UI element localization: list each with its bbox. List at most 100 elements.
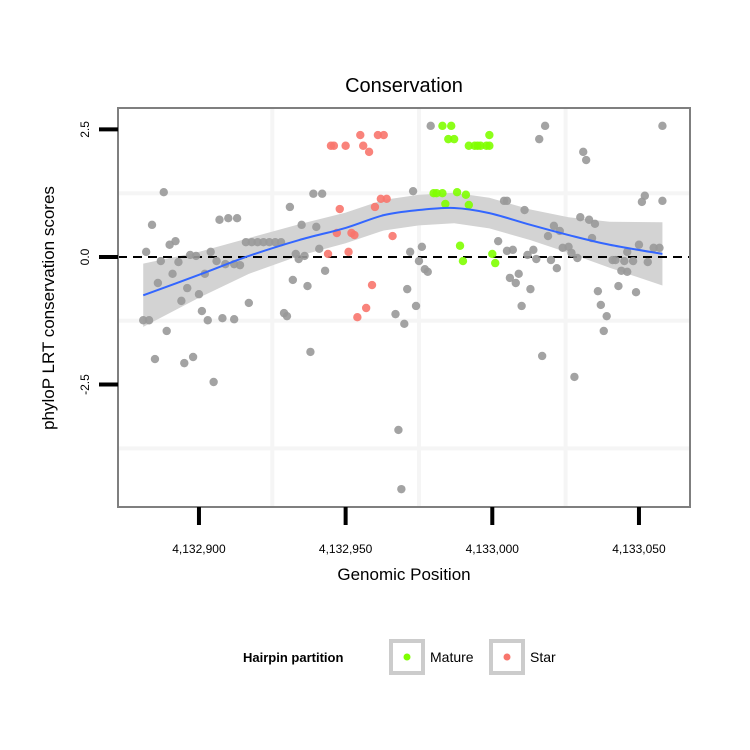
point-other bbox=[259, 237, 268, 247]
point-mature bbox=[464, 141, 474, 150]
point-other bbox=[623, 267, 632, 276]
point-other bbox=[174, 257, 183, 267]
point-other bbox=[658, 121, 667, 131]
legend-key-mature bbox=[403, 653, 411, 661]
smooth-line bbox=[142, 206, 663, 297]
point-other bbox=[532, 254, 541, 264]
point-other bbox=[584, 215, 594, 224]
x-tick-label: 4,133,000 bbox=[466, 542, 520, 556]
point-star bbox=[341, 141, 350, 150]
point-other bbox=[602, 311, 611, 321]
loess-curve bbox=[142, 206, 663, 297]
point-mature bbox=[441, 199, 450, 209]
point-other bbox=[408, 186, 418, 196]
point-other bbox=[391, 309, 400, 319]
point-star bbox=[353, 312, 362, 322]
point-star bbox=[388, 231, 397, 241]
x-axis: 4,132,900 4,132,950 4,133,000 4,133,050 bbox=[172, 507, 666, 556]
point-mature bbox=[432, 189, 441, 198]
point-other bbox=[505, 273, 515, 283]
point-other bbox=[244, 298, 254, 308]
x-axis-label: Genomic Position bbox=[337, 565, 470, 584]
legend-key-star bbox=[503, 653, 511, 661]
plot-panel bbox=[118, 108, 690, 507]
point-star bbox=[335, 204, 344, 214]
point-other bbox=[400, 319, 409, 329]
point-mature bbox=[452, 187, 462, 197]
point-other bbox=[320, 266, 330, 275]
point-other bbox=[309, 189, 318, 198]
point-other bbox=[417, 242, 427, 251]
point-other bbox=[141, 247, 151, 257]
point-other bbox=[224, 214, 233, 223]
point-star bbox=[379, 130, 388, 140]
point-other bbox=[153, 278, 163, 288]
point-star bbox=[361, 303, 371, 313]
point-other bbox=[191, 251, 201, 261]
point-other bbox=[520, 205, 529, 215]
point-mature bbox=[449, 134, 459, 144]
point-other bbox=[218, 314, 227, 323]
point-mature bbox=[461, 190, 471, 199]
point-other bbox=[426, 121, 435, 131]
point-other bbox=[394, 425, 403, 435]
point-other bbox=[265, 237, 274, 247]
y-axis-label: phyloP LRT conservation scores bbox=[39, 186, 58, 430]
point-mature bbox=[444, 134, 453, 144]
point-other bbox=[194, 290, 204, 299]
point-other bbox=[306, 347, 315, 357]
point-other bbox=[165, 240, 174, 249]
point-other bbox=[206, 247, 215, 257]
point-other bbox=[159, 187, 168, 197]
point-other bbox=[203, 316, 212, 325]
point-other bbox=[150, 354, 160, 364]
point-other bbox=[643, 257, 652, 267]
point-other bbox=[637, 197, 647, 207]
point-other bbox=[552, 264, 562, 273]
point-other bbox=[526, 284, 535, 294]
point-other bbox=[423, 267, 432, 276]
point-other bbox=[593, 286, 603, 296]
point-other bbox=[312, 222, 321, 232]
point-star bbox=[367, 280, 377, 290]
point-star bbox=[359, 141, 368, 150]
point-mature bbox=[485, 141, 494, 150]
point-star bbox=[376, 194, 386, 204]
legend-item-star[interactable]: Star bbox=[489, 639, 556, 675]
legend-item-mature[interactable]: Mature bbox=[389, 639, 474, 675]
point-mature bbox=[476, 141, 485, 150]
point-mature bbox=[455, 241, 465, 250]
y-tick-label: -2.5 bbox=[78, 374, 92, 395]
x-tick-label: 4,133,050 bbox=[612, 542, 666, 556]
point-other bbox=[229, 315, 239, 324]
point-other bbox=[247, 237, 256, 247]
point-other bbox=[493, 236, 503, 246]
legend-label-star: Star bbox=[530, 649, 556, 665]
legend: Hairpin partition Mature Star bbox=[243, 639, 556, 675]
point-other bbox=[514, 269, 523, 279]
point-other bbox=[297, 220, 306, 230]
point-other bbox=[502, 196, 512, 206]
data-points bbox=[139, 121, 667, 494]
point-other bbox=[282, 311, 292, 321]
point-other bbox=[183, 283, 192, 293]
point-other bbox=[590, 219, 600, 229]
point-other bbox=[232, 214, 242, 223]
point-other bbox=[535, 134, 544, 144]
point-other bbox=[620, 256, 629, 266]
point-other bbox=[567, 248, 576, 258]
point-other bbox=[549, 221, 559, 231]
point-other bbox=[303, 281, 312, 291]
point-star bbox=[344, 247, 353, 257]
point-star bbox=[364, 147, 374, 157]
legend-title: Hairpin partition bbox=[243, 650, 343, 665]
point-other bbox=[576, 212, 585, 222]
point-other bbox=[596, 300, 606, 310]
point-other bbox=[197, 306, 207, 316]
point-other bbox=[315, 244, 324, 254]
point-mature bbox=[447, 121, 456, 131]
point-other bbox=[317, 189, 327, 198]
point-other bbox=[215, 215, 224, 224]
point-mature bbox=[458, 256, 468, 266]
point-star bbox=[373, 130, 383, 140]
